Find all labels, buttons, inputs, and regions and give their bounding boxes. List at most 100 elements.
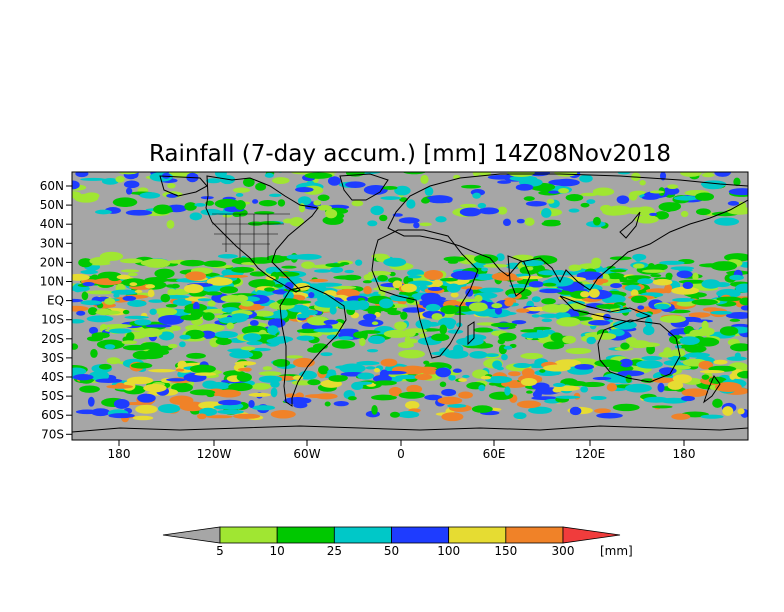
- rain-patch: [635, 256, 642, 262]
- rain-patch: [371, 321, 379, 325]
- rain-patch: [82, 282, 95, 287]
- rain-patch: [439, 381, 447, 388]
- rain-patch: [240, 300, 254, 307]
- rain-patch: [179, 341, 186, 348]
- rain-patch: [125, 209, 153, 216]
- rain-patch: [458, 391, 473, 399]
- rain-patch: [183, 308, 196, 314]
- rain-patch: [397, 341, 415, 349]
- rain-patch: [226, 322, 235, 330]
- rain-patch: [206, 277, 233, 286]
- rain-patch: [474, 294, 483, 302]
- rain-patch: [379, 298, 394, 309]
- rain-patch: [654, 303, 670, 310]
- rain-patch: [83, 192, 100, 200]
- rain-patch: [574, 363, 595, 370]
- rain-patch: [462, 374, 470, 378]
- rain-patch: [592, 187, 615, 196]
- rain-patch: [284, 281, 294, 290]
- lat-tick-label: 30N: [40, 236, 64, 250]
- lat-tick-label: 20S: [41, 332, 64, 346]
- rain-patch: [641, 195, 660, 200]
- lon-tick-label: 180: [673, 447, 696, 461]
- rain-patch: [666, 184, 679, 190]
- rain-patch: [507, 172, 535, 178]
- rain-patch: [175, 368, 185, 372]
- rain-patch: [177, 360, 187, 369]
- rain-patch: [406, 338, 418, 344]
- rain-patch: [322, 215, 344, 225]
- rain-patch: [323, 319, 339, 325]
- rain-patch: [594, 408, 611, 414]
- rain-patch: [541, 208, 552, 218]
- rain-patch: [335, 365, 353, 369]
- rain-patch: [404, 328, 427, 333]
- rain-patch: [579, 174, 593, 183]
- rain-patch: [249, 319, 259, 327]
- rain-patch: [400, 311, 408, 320]
- rain-patch: [80, 165, 107, 170]
- rain-patch: [542, 282, 557, 287]
- rain-patch: [179, 334, 191, 340]
- rain-patch: [518, 275, 543, 280]
- rain-patch: [183, 283, 204, 294]
- rain-patch: [531, 296, 541, 303]
- rain-patch: [167, 183, 176, 189]
- colorbar-label: 300: [552, 544, 575, 558]
- rain-patch: [143, 383, 167, 393]
- rain-patch: [413, 222, 420, 229]
- rain-patch: [291, 172, 313, 175]
- rain-patch: [688, 312, 711, 318]
- rain-patch: [297, 196, 312, 206]
- rain-patch: [94, 370, 110, 381]
- rain-patch: [511, 320, 527, 325]
- rain-patch: [452, 368, 462, 373]
- rain-patch: [185, 324, 202, 331]
- rain-patch: [521, 332, 549, 339]
- map-title: Rainfall (7-day accum.) [mm] 14Z08Nov201…: [149, 141, 671, 167]
- rain-patch: [277, 298, 300, 306]
- rain-patch: [217, 253, 238, 259]
- rain-patch: [417, 366, 437, 371]
- rain-patch: [295, 186, 314, 193]
- rain-patch: [671, 298, 696, 302]
- australia-outline: [597, 319, 681, 383]
- rain-patch: [548, 179, 577, 186]
- rain-patch: [458, 378, 468, 382]
- rain-patch: [456, 322, 463, 328]
- rain-patch: [642, 325, 655, 336]
- rain-patch: [115, 176, 125, 183]
- rain-patch: [139, 327, 163, 338]
- rain-patch: [554, 172, 578, 177]
- rain-patch: [234, 294, 249, 302]
- rain-patch: [72, 191, 82, 199]
- rain-patch: [739, 297, 748, 306]
- rain-patch: [317, 194, 330, 201]
- rain-patch: [168, 260, 183, 264]
- rain-patch: [72, 298, 83, 303]
- lon-tick-label: 0: [397, 447, 405, 461]
- rain-patch: [681, 388, 709, 397]
- rain-patch: [165, 284, 177, 288]
- rain-patch: [90, 348, 98, 358]
- rain-patch: [72, 305, 89, 312]
- rain-patch: [619, 358, 633, 368]
- rain-patch: [722, 406, 734, 416]
- rain-patch: [680, 210, 689, 218]
- rain-patch: [122, 295, 137, 301]
- rain-patch: [194, 203, 206, 207]
- indonesia-outline: [559, 295, 652, 323]
- rain-patch: [296, 335, 315, 341]
- colorbar-segment: [219, 526, 278, 544]
- rain-patch: [543, 364, 571, 372]
- rain-patch: [654, 211, 669, 220]
- rain-patch: [701, 374, 710, 380]
- rain-patch: [477, 202, 487, 209]
- rain-patch: [472, 172, 481, 177]
- rain-patch: [580, 192, 598, 197]
- rain-patch: [667, 380, 684, 390]
- rain-patch: [75, 409, 99, 415]
- rain-patch: [700, 414, 724, 419]
- rain-patch: [501, 353, 508, 361]
- lat-tick-label: 10S: [41, 313, 64, 327]
